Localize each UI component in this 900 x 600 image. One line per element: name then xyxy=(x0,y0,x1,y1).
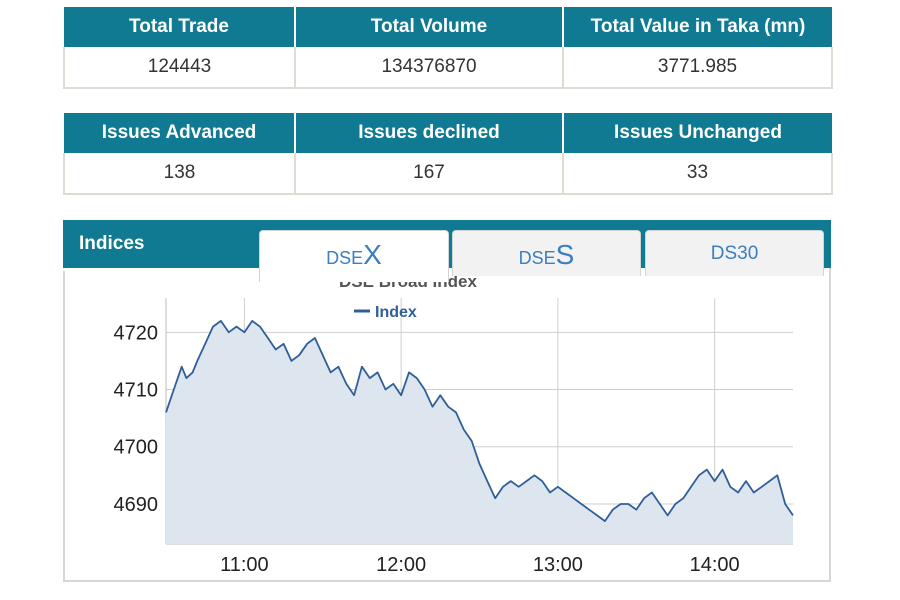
y-tick-label: 4690 xyxy=(114,494,159,516)
chart-container: 469047004710472011:0012:0013:0014:00DSE … xyxy=(63,268,831,582)
indices-title: Indices xyxy=(79,233,145,254)
value-issues-declined: 167 xyxy=(294,153,564,195)
value-total-trade: 124443 xyxy=(63,47,296,89)
summary-header-row: Total Trade Total Volume Total Value in … xyxy=(64,7,832,47)
tab-ds30-label: DS30 xyxy=(710,243,759,264)
tab-dses-label: DSES xyxy=(519,239,575,271)
value-total-value: 3771.985 xyxy=(562,47,833,89)
tab-dses-suffix: S xyxy=(555,239,575,270)
issues-value-row: 138 167 33 xyxy=(63,153,833,195)
issues-table: Issues Advanced Issues declined Issues U… xyxy=(63,113,833,195)
value-issues-advanced: 138 xyxy=(63,153,296,195)
tab-dses[interactable]: DSES xyxy=(452,230,641,276)
header-total-value: Total Value in Taka (mn) xyxy=(563,7,832,47)
header-issues-advanced: Issues Advanced xyxy=(64,113,296,153)
tab-dses-prefix: DSE xyxy=(518,248,556,268)
summary-value-row: 124443 134376870 3771.985 xyxy=(63,47,833,89)
y-tick-label: 4700 xyxy=(114,437,159,459)
series-line-index xyxy=(165,320,794,522)
summary-table: Total Trade Total Volume Total Value in … xyxy=(63,7,833,89)
x-tick-label: 13:00 xyxy=(533,554,583,576)
header-issues-declined: Issues declined xyxy=(295,113,564,153)
series-area-index xyxy=(166,320,793,544)
value-issues-unchanged: 33 xyxy=(562,153,833,195)
x-tick-label: 14:00 xyxy=(690,554,740,576)
tab-dsex-suffix: X xyxy=(363,239,382,270)
indices-panel: Indices 4690 4700 4710 4720 11:00 12:00 13:00 1… xyxy=(63,220,831,582)
tab-dsex-label: DSEX xyxy=(326,239,382,271)
x-tick-label: 11:00 xyxy=(220,554,269,576)
y-tick-label: 4710 xyxy=(114,380,159,402)
tab-dsex[interactable]: DSEX xyxy=(259,230,449,282)
issues-header-row: Issues Advanced Issues declined Issues U… xyxy=(64,113,832,153)
tab-ds30[interactable]: DS30 xyxy=(645,230,824,276)
legend-label: Index xyxy=(375,304,417,321)
indices-underline xyxy=(63,268,255,271)
header-total-trade: Total Trade xyxy=(64,7,296,47)
header-issues-unchanged: Issues Unchanged xyxy=(563,113,832,153)
value-total-volume: 134376870 xyxy=(294,47,564,89)
header-total-volume: Total Volume xyxy=(295,7,564,47)
y-tick-label: 4720 xyxy=(114,322,159,344)
x-tick-label: 12:00 xyxy=(376,554,426,576)
index-chart: 469047004710472011:0012:0013:0014:00DSE … xyxy=(114,272,794,576)
tab-dsex-prefix: DSE xyxy=(326,248,364,268)
